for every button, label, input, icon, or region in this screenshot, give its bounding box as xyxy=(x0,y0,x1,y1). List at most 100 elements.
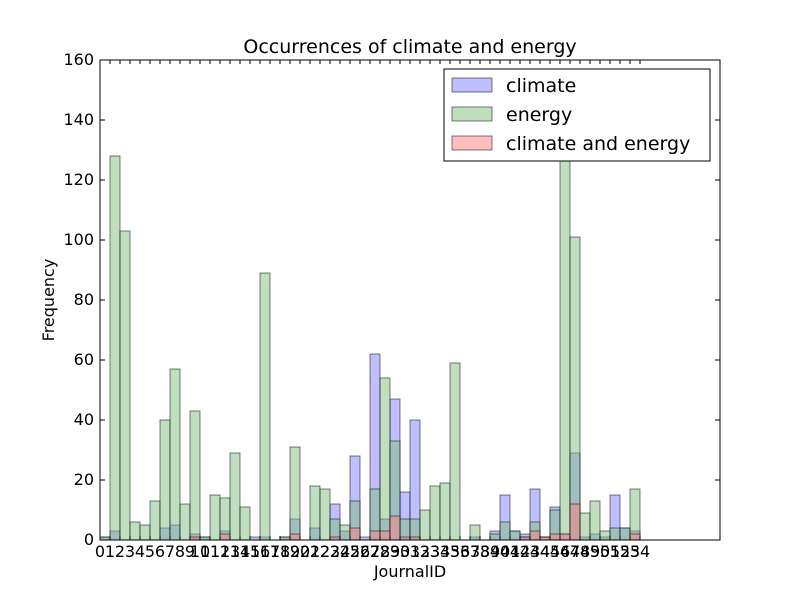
x-tick-label: 53 xyxy=(620,542,640,561)
bar-energy-35 xyxy=(449,362,461,541)
bar-energy-34 xyxy=(439,482,451,541)
bar-climate-and-energy-27 xyxy=(369,530,381,541)
x-tick-label: 7 xyxy=(165,542,175,561)
x-tick-label: 11 xyxy=(200,542,220,561)
x-tick-label: 31 xyxy=(400,542,420,561)
x-tick-label: 6 xyxy=(155,542,165,561)
bar-energy-21 xyxy=(309,485,321,541)
x-tick-label: 27 xyxy=(360,542,380,561)
x-tick-label: 20 xyxy=(290,542,310,561)
x-tick-label: 48 xyxy=(570,542,590,561)
chart-title: Occurrences of climate and energy xyxy=(243,36,576,58)
bar-energy-24 xyxy=(339,524,351,541)
x-tick-label: 22 xyxy=(310,542,330,561)
x-tick-label: 3 xyxy=(125,542,135,561)
bar-climate-and-energy-29 xyxy=(389,515,401,541)
x-tick-label: 26 xyxy=(350,542,370,561)
bar-energy-19 xyxy=(289,446,301,541)
legend-label-energy: energy xyxy=(506,104,572,126)
x-tick-label: 34 xyxy=(430,542,450,561)
bar-energy-16 xyxy=(259,272,271,541)
bar-energy-2 xyxy=(119,230,131,541)
bar-climate-and-energy-46 xyxy=(559,533,571,541)
y-tick-label: 80 xyxy=(74,290,94,309)
bar-climate-and-energy-53 xyxy=(629,533,641,541)
bar-energy-11 xyxy=(209,494,221,541)
bar-climate-and-energy-28 xyxy=(379,530,391,541)
x-tick-label: 42 xyxy=(510,542,530,561)
x-tick-label: 36 xyxy=(450,542,470,561)
x-tick-label: 30 xyxy=(390,542,410,561)
x-tick-label: 16 xyxy=(250,542,270,561)
y-tick-label: 60 xyxy=(74,350,94,369)
legend-swatch-climate xyxy=(451,77,493,93)
x-tick-label: 40 xyxy=(490,542,510,561)
bar-energy-41 xyxy=(509,530,521,541)
bar-energy-28 xyxy=(379,377,391,541)
x-tick-label: 44 xyxy=(530,542,550,561)
x-tick-label: 9 xyxy=(185,542,195,561)
legend-swatch-climate-and-energy xyxy=(451,135,493,151)
bar-energy-48 xyxy=(579,512,591,541)
legend-label-climate-and-energy: climate and energy xyxy=(506,133,690,155)
x-tick-label: 1 xyxy=(105,542,115,561)
x-tick-label: 13 xyxy=(220,542,240,561)
bar-energy-14 xyxy=(239,506,251,541)
legend-label-climate: climate xyxy=(506,75,576,97)
x-tick-label: 45 xyxy=(540,542,560,561)
bar-climate-and-energy-19 xyxy=(289,533,301,541)
bar-energy-47 xyxy=(569,236,581,541)
bar-climate-and-energy-43 xyxy=(529,530,541,541)
bar-climate-and-energy-47 xyxy=(569,503,581,541)
bar-energy-46 xyxy=(559,158,571,541)
bar-energy-13 xyxy=(229,452,241,541)
x-tick-label: 46 xyxy=(550,542,570,561)
x-tick-label: 24 xyxy=(330,542,350,561)
bar-energy-5 xyxy=(149,500,161,541)
bar-energy-51 xyxy=(609,527,621,541)
bar-energy-40 xyxy=(499,521,511,541)
y-tick-label: 20 xyxy=(74,470,94,489)
bar-energy-32 xyxy=(419,509,431,541)
x-tick-label: 14 xyxy=(230,542,250,561)
y-axis-label: Frequency xyxy=(39,259,58,342)
bar-energy-7 xyxy=(169,368,181,541)
bar-energy-33 xyxy=(429,485,441,541)
x-tick-label: 54 xyxy=(630,542,650,561)
x-tick-label: 5 xyxy=(145,542,155,561)
x-tick-label: 50 xyxy=(590,542,610,561)
x-tick-label: 12 xyxy=(210,542,230,561)
bar-energy-53 xyxy=(629,488,641,541)
x-tick-label: 23 xyxy=(320,542,340,561)
bar-climate-and-energy-12 xyxy=(219,533,231,541)
x-tick-label: 49 xyxy=(580,542,600,561)
x-tick-label: 19 xyxy=(280,542,300,561)
x-tick-label: 17 xyxy=(260,542,280,561)
bar-energy-6 xyxy=(159,419,171,541)
y-tick-label: 40 xyxy=(74,410,94,429)
bar-energy-50 xyxy=(599,530,611,541)
x-tick-label: 4 xyxy=(135,542,145,561)
x-tick-label: 39 xyxy=(480,542,500,561)
bar-energy-52 xyxy=(619,527,631,541)
x-tick-label: 28 xyxy=(370,542,390,561)
bar-energy-8 xyxy=(179,503,191,541)
x-tick-label: 8 xyxy=(175,542,185,561)
bar-energy-4 xyxy=(139,524,151,541)
x-tick-label: 43 xyxy=(520,542,540,561)
bar-energy-39 xyxy=(489,533,501,541)
x-axis-label: JournalID xyxy=(373,562,446,581)
legend: climate energy climate and energy xyxy=(443,68,711,162)
bar-energy-49 xyxy=(589,500,601,541)
x-tick-label: 10 xyxy=(190,542,210,561)
y-tick-label: 120 xyxy=(63,170,94,189)
x-tick-label: 35 xyxy=(440,542,460,561)
y-tick-label: 140 xyxy=(63,110,94,129)
y-tick-label: 0 xyxy=(84,530,94,549)
legend-swatch-energy xyxy=(451,106,493,122)
x-tick-label: 51 xyxy=(600,542,620,561)
y-tick-label: 160 xyxy=(63,50,94,69)
x-tick-label: 15 xyxy=(240,542,260,561)
